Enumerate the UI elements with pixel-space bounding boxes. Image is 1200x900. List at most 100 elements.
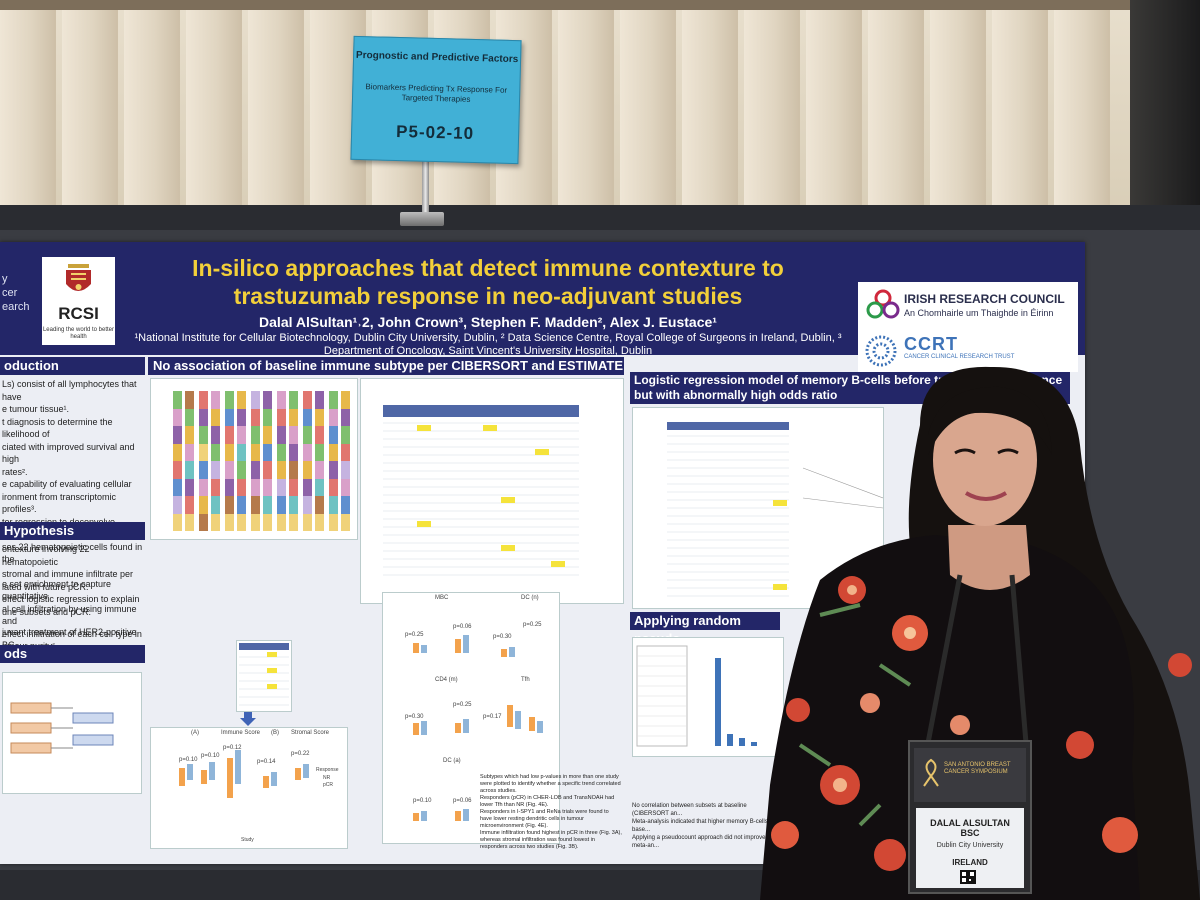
badge-org: Dublin City University [936, 842, 1004, 849]
pvalue-label: p=0.22 [291, 751, 310, 757]
cibersort-pvalue-table [360, 378, 624, 604]
pvalue-label: p=0.25 [523, 622, 542, 628]
hypothesis-line: lated with future pCR. [2, 581, 89, 592]
intro-line: e tumour tissue¹. [2, 404, 70, 414]
wall-panel [620, 10, 676, 225]
sign-subcategory: Biomarkers Predicting Tx Response For Ta… [365, 82, 508, 104]
badge-header: SAN ANTONIO BREAST CANCER SYMPOSIUM [914, 748, 1026, 802]
poster-authors: Dalal AlSultan¹˒2, John Crown³, Stephen … [259, 314, 717, 330]
poster-banner: y cer earch RCSI Leading the world to be… [0, 242, 1085, 357]
section-methods: ods [0, 645, 145, 663]
hypothesis-line: juvant treatment of HER2-positive BC [2, 627, 137, 650]
panel-title: Stromal Score [291, 730, 330, 736]
estimate-table-grid [239, 643, 289, 706]
intro-line: e capability of evaluating cellular [2, 479, 132, 489]
intro-line: ses 22 hematopoietic cells found in the [2, 541, 143, 565]
wall-panel [124, 10, 180, 225]
legend-item: pCR [323, 782, 334, 788]
wall-panel [558, 10, 614, 225]
stacked-bar [211, 391, 220, 531]
panel-label: (A) [191, 730, 199, 736]
pvalue-label: p=0.30 [493, 634, 512, 640]
stacked-bar [185, 391, 194, 531]
stacked-bar [303, 391, 312, 531]
intro-line: al cell infiltration by using immune and [2, 603, 137, 627]
wall-panel [248, 10, 304, 225]
intro-line: Ls) consist of all lymphocytes that have [2, 379, 137, 402]
badge-country: IRELAND [952, 858, 988, 867]
panel-title: MBC [435, 595, 449, 601]
intro-line: t diagnosis to determine the likelihood … [2, 416, 113, 440]
ccrt-logo: CCRT CANCER CLINICAL RESEARCH TRUST [858, 330, 1078, 372]
wall-panel [744, 10, 800, 225]
pvalue-label: p=0.30 [405, 714, 424, 720]
finding-bullet: Immune infiltration found highest in pCR… [480, 830, 622, 850]
rcsi-name: RCSI [58, 304, 99, 323]
intro-line: ironment from transcriptomic profiles³. [2, 491, 117, 515]
rcsi-logo: RCSI Leading the world to better health [42, 257, 115, 345]
sign-poster-code: P5-02-10 [395, 121, 475, 144]
note-bullet: Applying a pseudocount approach did not … [632, 835, 766, 849]
sign-stand-pole [422, 158, 429, 218]
intro-line: effect infiltration of each cell type in [2, 628, 142, 639]
stacked-bar [225, 391, 234, 531]
stacked-bar [251, 391, 260, 531]
stacked-bar-figure [150, 378, 358, 540]
research-poster: y cer earch RCSI Leading the world to be… [0, 242, 1085, 864]
ceiling-trim [0, 0, 1200, 10]
wall-panel [868, 10, 924, 225]
section-hypothesis: Hypothesis [0, 522, 145, 540]
crest-icon [66, 264, 91, 291]
stacked-bar [329, 391, 338, 531]
pseudocount-figure [632, 637, 784, 757]
subset-boxplot-figure: MBC DC (n) CD4 (m) Tfh DC (a) p=0.25 p=0… [382, 592, 560, 844]
pvalue-label: p=0.06 [453, 624, 472, 630]
session-sign: Prognostic and Predictive Factors Biomar… [350, 35, 522, 165]
pvalue-table-grid [383, 405, 579, 576]
panel-title: Tfh [521, 677, 530, 683]
note-bullet: Meta-analysis indicated that higher memo… [632, 819, 775, 833]
pvalue-label: p=0.25 [405, 632, 424, 638]
badge-event: SAN ANTONIO BREAST CANCER SYMPOSIUM [944, 762, 1011, 775]
panel-title: Immune Score [221, 730, 261, 736]
finding-bullet: Responders (pCR) in CHER-LOB and TransNO… [480, 795, 615, 808]
pvalue-label: p=0.12 [223, 745, 242, 751]
workflow-diagram [10, 702, 114, 754]
estimate-table [236, 640, 292, 712]
rcsi-tagline: Leading the world to better health [42, 327, 115, 340]
boxplots [179, 750, 309, 798]
irc-logo: IRISH RESEARCH COUNCIL An Chomhairle um … [858, 282, 1078, 332]
conference-wall [0, 0, 1200, 225]
stacked-bar [341, 391, 350, 531]
stacked-bar [199, 391, 208, 531]
note-bullet: No correlation between subsets at baseli… [632, 803, 747, 817]
panel-title: DC (n) [521, 595, 539, 601]
stacked-bar [289, 391, 298, 531]
intro-line: rates². [2, 466, 28, 477]
odds-ratio-grid [667, 422, 884, 597]
pvalue-label: p=0.10 [413, 798, 432, 804]
legend-title: Response [316, 767, 339, 773]
stacked-bar [263, 391, 272, 531]
poster-title: In-silico approaches that detect immune … [192, 255, 784, 309]
pvalue-label: p=0.14 [257, 759, 276, 765]
panel-title: DC (a) [443, 758, 461, 764]
wall-panel [0, 10, 56, 225]
axis-label: Study [241, 837, 254, 843]
ccrt-name: CCRT [904, 334, 958, 354]
hypothesis-line: effect logistic regression to explain [2, 594, 140, 604]
ribbon-icon [923, 758, 939, 787]
floral-pattern [771, 576, 1192, 871]
badge-card: DALAL ALSULTAN BSC Dublin City Universit… [916, 808, 1024, 888]
wall-panel [1054, 10, 1110, 225]
subset-boxplots [413, 635, 543, 821]
pvalue-label: p=0.10 [179, 757, 198, 763]
conference-badge: SAN ANTONIO BREAST CANCER SYMPOSIUM DALA… [908, 740, 1032, 894]
sign-stand-base [400, 212, 444, 226]
badge-name: DALAL ALSULTAN BSC [930, 818, 1010, 838]
irc-name: IRISH RESEARCH COUNCIL [904, 292, 1065, 306]
section-random-pseudocount: Applying random pseudo [630, 612, 780, 646]
hypothesis-text: ontexture involving 22 hematopoietic str… [2, 543, 144, 651]
wall-panel [992, 10, 1048, 225]
presenter-person [760, 366, 1200, 900]
